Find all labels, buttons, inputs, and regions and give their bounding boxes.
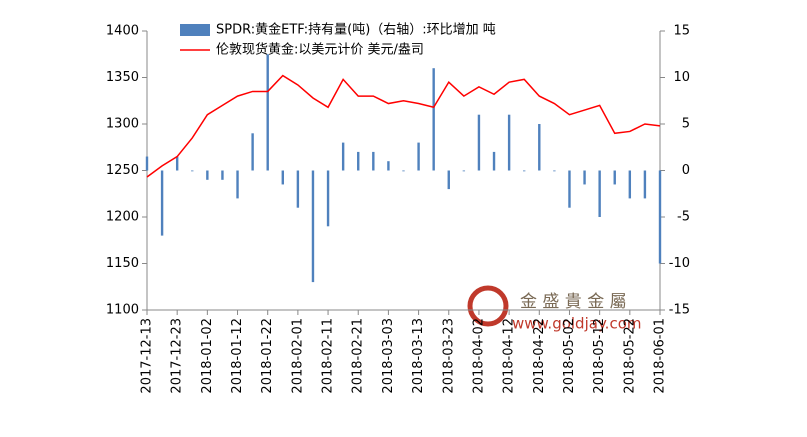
bar: [658, 170, 662, 264]
bar: [583, 170, 586, 185]
x-tick-label: 2018-06-01: [653, 318, 668, 394]
x-tick-label: 2018-01-12: [230, 318, 245, 394]
bar: [432, 68, 435, 171]
bar: [447, 170, 450, 190]
bar: [628, 170, 632, 199]
x-tick-label: 2018-01-22: [260, 318, 275, 394]
x-tick-label: 2018-02-11: [321, 318, 336, 394]
bar: [175, 156, 179, 171]
x-tick-label: 2018-04-12: [502, 318, 517, 394]
bar: [568, 170, 571, 208]
x-tick-label: 2018-04-02: [471, 318, 486, 394]
y2-tick-label: 15: [673, 24, 690, 39]
legend-swatch: [180, 24, 210, 36]
bar: [523, 170, 526, 172]
bar: [296, 170, 300, 208]
bar: [507, 114, 511, 171]
y-tick-label: 1250: [106, 163, 139, 178]
bar: [613, 170, 616, 185]
bar: [372, 151, 375, 171]
bar: [145, 156, 149, 171]
bar: [538, 124, 541, 171]
x-tick-label: 2018-05-12: [592, 318, 607, 394]
y-tick-label: 1100: [106, 303, 139, 318]
watermark-url: www.goldjay.com: [512, 315, 642, 333]
x-tick-label: 2018-03-13: [411, 318, 426, 394]
bar: [341, 142, 345, 171]
bar: [643, 170, 647, 199]
bar: [417, 142, 420, 171]
x-tick-label: 2018-05-02: [562, 318, 577, 394]
bar: [191, 170, 194, 172]
y-tick-label: 1300: [106, 117, 139, 132]
x-tick-label: 2017-12-23: [170, 318, 185, 394]
y-tick-label: 1400: [106, 24, 139, 39]
bar: [160, 170, 164, 236]
bar: [221, 170, 224, 180]
bar: [266, 54, 269, 171]
bar: [236, 170, 239, 199]
bar: [311, 170, 315, 283]
x-tick-label: 2018-04-22: [532, 318, 547, 394]
y2-tick-label: -15: [669, 303, 690, 318]
x-tick-label: 2018-02-01: [290, 318, 305, 394]
bar: [387, 161, 390, 171]
bar: [281, 170, 284, 185]
bar: [357, 151, 360, 171]
watermark-logo: [467, 285, 509, 327]
bar: [492, 151, 496, 171]
line: [146, 74, 661, 178]
bar: [326, 170, 330, 227]
y2-tick-label: 10: [673, 70, 690, 85]
x-tick-label: 2017-12-13: [140, 318, 155, 394]
y2-tick-label: -5: [677, 210, 690, 225]
watermark-name: 金 盛 貴 金 屬: [520, 292, 627, 312]
bar: [553, 170, 556, 172]
y-tick-label: 1150: [106, 256, 139, 271]
legend-label: SPDR:黄金ETF:持有量(吨)（右轴）:环比增加 吨: [216, 22, 496, 38]
y2-tick-label: 5: [682, 117, 690, 132]
bar: [251, 133, 254, 171]
x-tick-label: 2018-03-03: [381, 318, 396, 394]
y2-tick-label: 0: [682, 163, 690, 178]
bar: [402, 170, 405, 172]
bar: [477, 114, 481, 171]
y-tick-label: 1350: [106, 70, 139, 85]
bar: [598, 170, 601, 217]
legend-label: 伦敦现货黄金:以美元计价 美元/盎司: [216, 42, 424, 58]
y2-tick-label: -10: [669, 256, 690, 271]
bar: [462, 170, 466, 172]
x-tick-label: 2018-02-21: [351, 318, 366, 394]
x-tick-label: 2018-03-23: [441, 318, 456, 394]
y-tick-label: 1200: [106, 210, 139, 225]
x-tick-label: 2018-05-22: [622, 318, 637, 394]
x-tick-label: 2018-01-02: [200, 318, 215, 394]
bar: [206, 170, 209, 180]
